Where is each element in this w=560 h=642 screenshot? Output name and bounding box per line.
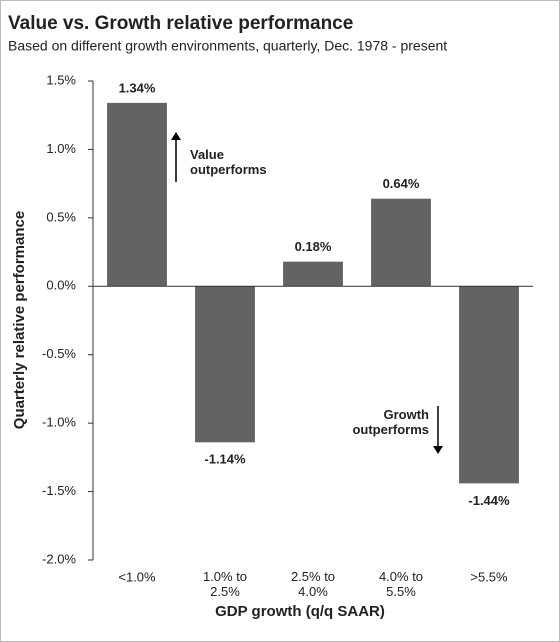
y-tick-label: -2.0% — [42, 551, 76, 566]
y-tick-label: 0.0% — [46, 278, 76, 293]
bar — [371, 198, 431, 287]
value-label: 0.64% — [383, 176, 420, 191]
y-axis-label: Quarterly relative performance — [11, 211, 28, 429]
y-tick-label: -1.5% — [42, 483, 76, 498]
chart-title: Value vs. Growth relative performance — [8, 13, 353, 34]
y-tick-label: 1.5% — [46, 72, 76, 87]
x-tick-label: 2.5% to 4.0% — [291, 569, 335, 599]
x-tick-label: 4.0% to 5.5% — [379, 569, 423, 599]
x-tick-label: <1.0% — [118, 569, 156, 584]
y-tick-label: 0.5% — [46, 209, 76, 224]
value-label: 1.34% — [119, 80, 156, 95]
annotation-arrowhead — [433, 446, 443, 454]
y-tick-label: -0.5% — [42, 346, 76, 361]
annotation-arrowhead — [171, 132, 181, 140]
annotation: Growth outperforms — [352, 407, 429, 437]
y-tick-label: -1.0% — [42, 415, 76, 430]
bar — [459, 286, 519, 484]
value-label: 0.18% — [295, 239, 332, 254]
x-axis-label: GDP growth (q/q SAAR) — [215, 603, 385, 620]
chart-subtitle: Based on different growth environments, … — [8, 38, 447, 54]
value-label: -1.14% — [204, 452, 246, 467]
x-tick-label: 1.0% to 2.5% — [203, 569, 247, 599]
value-label: -1.44% — [468, 493, 510, 508]
annotation: Value outperforms — [190, 147, 267, 177]
x-tick-label: >5.5% — [470, 569, 508, 584]
bar — [195, 286, 255, 443]
y-tick-label: 1.0% — [46, 141, 76, 156]
bar — [107, 102, 167, 287]
bar — [283, 261, 343, 287]
